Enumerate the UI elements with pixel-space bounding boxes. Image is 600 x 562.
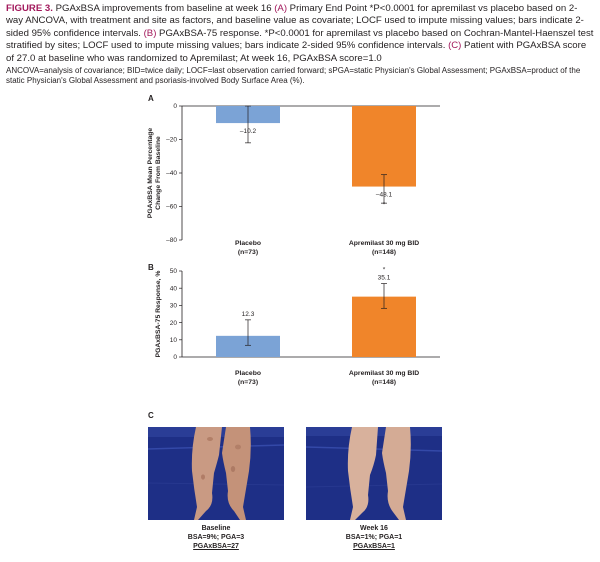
y-tick-label: –60 [166, 204, 177, 211]
legs-photo-baseline [148, 427, 284, 520]
y-tick-label: 0 [173, 103, 177, 110]
photo-caption-score: PGAxBSA=1 [353, 543, 395, 550]
y-tick-label: –20 [166, 137, 177, 144]
data-label: 35.1 [378, 275, 391, 282]
legs-photo-week16 [306, 427, 442, 520]
data-label: 12.3 [242, 311, 255, 318]
y-tick-label: –80 [166, 237, 177, 244]
caption-text-c: Patient with PGAxBSA score of 27.0 at ba… [6, 40, 587, 64]
significance-marker: * [383, 267, 386, 274]
y-tick-label: 50 [170, 268, 178, 275]
caption-ref-a: (A) [274, 3, 288, 14]
panel-b-label: B [148, 263, 154, 272]
caption-ref-b: (B) [143, 27, 157, 39]
caption-text-b: PGAxBSA-75 response. *P<0.0001 for aprem… [6, 27, 594, 52]
significance-marker: * [383, 202, 386, 209]
photo-caption-baseline: Baseline BSA=9%; PGA=3 PGAxBSA=27 [136, 524, 296, 551]
photo-caption-line: BSA=9%; PGA=3 [187, 534, 245, 541]
category-sublabel: (n=148) [372, 249, 396, 256]
photo-caption-week16: Week 16 BSA=1%; PGA=1 PGAxBSA=1 [294, 524, 454, 551]
category-label: Apremilast 30 mg BID [349, 370, 419, 377]
y-tick-label: 40 [170, 285, 178, 292]
chart-panel-a: 0 –20 –40 –60 –80 –10.2 Placebo (n=73) –48.1 * Apr… [147, 103, 440, 256]
data-label: –10.2 [240, 128, 257, 135]
photo-caption-line: Baseline [201, 525, 231, 532]
y-axis-label: Change From Baseline [155, 136, 162, 210]
abbreviations-note: ANCOVA=analysis of covariance; BID=twice… [6, 66, 581, 85]
y-tick-label: –40 [166, 170, 177, 177]
photo-caption-score: PGAxBSA=27 [193, 543, 239, 550]
y-tick-label: 10 [170, 337, 178, 344]
y-tick-label: 0 [173, 354, 177, 361]
y-tick-label: 20 [170, 320, 178, 327]
figure-caption: FIGURE 3. PGAxBSA improvements from base… [6, 3, 594, 86]
data-label: –48.1 [376, 192, 393, 199]
category-sublabel: (n=73) [238, 249, 258, 256]
bar-apremilast [352, 106, 416, 187]
category-sublabel: (n=148) [372, 379, 396, 386]
panel-a-label: A [148, 94, 154, 103]
caption-ref-c: (C) [448, 40, 462, 52]
y-axis-label: PGAxBSA Mean Percentage [147, 128, 154, 219]
y-axis-label: PGAxBSA-75 Response, % [155, 271, 162, 358]
caption-text-a: Primary End Point *P<0.0001 for apremila… [6, 3, 584, 39]
bar-placebo [216, 335, 280, 357]
category-label: Placebo [235, 240, 261, 247]
caption-lead: PGAxBSA improvements from baseline at we… [52, 3, 275, 14]
figure-label: FIGURE 3. [6, 3, 53, 14]
panel-c-label: C [148, 411, 154, 420]
y-tick-label: 30 [170, 303, 178, 310]
category-label: Placebo [235, 370, 261, 377]
category-label: Apremilast 30 mg BID [349, 240, 419, 247]
photo-caption-line: BSA=1%; PGA=1 [345, 534, 403, 541]
photo-caption-line: Week 16 [360, 525, 388, 532]
chart-panel-b: 0 10 20 30 40 50 12.3 Placebo (n=73) 35.1* Apremil… [155, 267, 440, 386]
category-sublabel: (n=73) [238, 379, 258, 386]
